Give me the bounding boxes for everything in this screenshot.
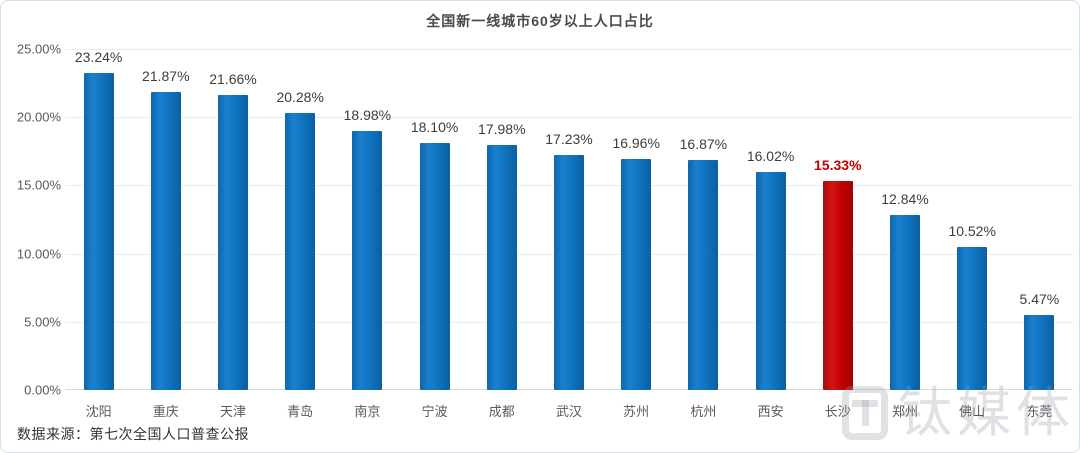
- bar-value-label: 17.98%: [478, 120, 526, 137]
- bar-value-label: 21.66%: [209, 70, 257, 87]
- plot-area: 23.24% 沈阳 21.87% 重庆 21.66% 天津 20.28% 青岛 18.98% 南京…: [65, 49, 1073, 419]
- bar-成都: [486, 144, 517, 390]
- bar-value-label: 23.24%: [74, 49, 123, 66]
- x-axis-category-label: 成都: [488, 404, 515, 419]
- bar-苏州: [621, 158, 652, 390]
- bar-南京: [352, 131, 383, 390]
- bar-东莞: [1024, 315, 1055, 390]
- bar-value-label: 20.28%: [276, 89, 324, 106]
- y-axis-tick-label: 15.00%: [16, 177, 61, 193]
- x-axis-category-label: 杭州: [690, 404, 717, 419]
- bar-value-label: 16.02%: [746, 147, 795, 164]
- x-axis-category-label: 沈阳: [85, 404, 112, 419]
- bar-value-label: 10.52%: [948, 222, 996, 239]
- bar-重庆: [150, 91, 181, 390]
- source-label: 数据来源：第七次全国人口普查公报: [17, 426, 249, 442]
- bar-value-label: 18.10%: [410, 119, 459, 136]
- x-axis-category-label: 重庆: [152, 404, 179, 419]
- y-axis-tick-label: 0.00%: [24, 382, 61, 398]
- bar-value-label: 17.23%: [545, 130, 593, 147]
- y-axis-tick-label: 5.00%: [24, 314, 61, 330]
- bar-武汉: [554, 154, 584, 390]
- bar-杭州: [688, 159, 719, 390]
- bar-长沙: [822, 180, 853, 390]
- bar-青岛: [285, 113, 316, 390]
- x-axis-category-label: 宁波: [421, 404, 448, 419]
- x-axis-category-label: 武汉: [555, 404, 582, 419]
- bar-天津: [218, 94, 248, 390]
- y-axis-tick-label: 10.00%: [16, 246, 61, 262]
- bar-佛山: [957, 246, 988, 390]
- bar-value-label: 12.84%: [881, 190, 929, 207]
- x-axis-category-label: 东莞: [1026, 404, 1053, 419]
- x-axis-category-label: 西安: [757, 404, 784, 419]
- bar-value-label: 16.87%: [679, 135, 728, 152]
- bar-value-label: 5.47%: [1019, 291, 1060, 308]
- y-axis-tick-label: 20.00%: [16, 109, 61, 125]
- bar-value-label: 21.87%: [142, 67, 190, 84]
- bar-value-label: 18.98%: [343, 107, 392, 124]
- bar-value-label: 16.96%: [612, 134, 660, 151]
- gridline: [65, 117, 1073, 119]
- bar-宁波: [419, 143, 450, 390]
- x-axis-category-label: 佛山: [959, 404, 986, 419]
- bar-郑州: [890, 214, 920, 390]
- y-axis: 0.00% 5.00% 10.00% 15.00% 20.00% 25.00%: [9, 42, 61, 398]
- x-axis-category-label: 青岛: [287, 404, 314, 419]
- x-axis-category-label: 南京: [354, 404, 381, 419]
- y-axis-tick-label: 25.00%: [16, 41, 61, 57]
- bar-西安: [755, 171, 786, 390]
- bar-沈阳: [83, 73, 114, 390]
- x-axis-category-label: 苏州: [623, 404, 650, 419]
- x-axis-category-label: 郑州: [891, 404, 918, 419]
- gridline: [65, 49, 1073, 50]
- x-axis-category-label: 天津: [219, 404, 246, 419]
- bar-value-label: 15.33%: [814, 156, 862, 173]
- x-axis-category-label: 长沙: [824, 404, 851, 419]
- chart-title: 全国新一线城市60岁以上人口占比: [426, 13, 654, 29]
